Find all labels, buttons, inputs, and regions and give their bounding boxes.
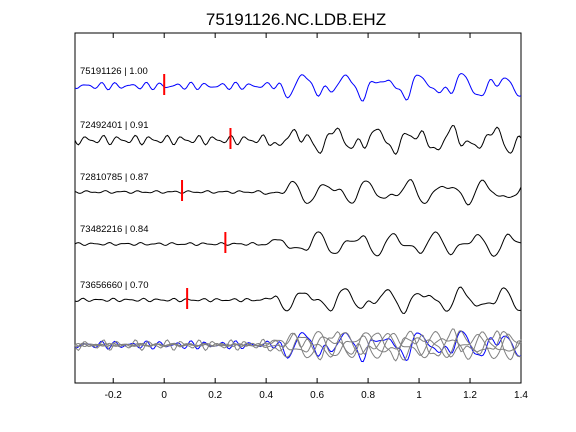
trace-waveform <box>74 286 522 315</box>
x-tick-label: 1.4 <box>514 390 528 401</box>
x-tick-label: 0 <box>161 390 167 401</box>
trace-group: 75191126 | 1.00 72492401 | 0.91 72810785 |… <box>74 66 522 315</box>
overlay-stack <box>74 328 522 363</box>
trace-waveform <box>74 179 522 206</box>
x-tick-label: 1.2 <box>463 390 477 401</box>
overlay-waveform <box>74 330 522 361</box>
trace-label: 73656660 | 0.70 <box>80 280 149 291</box>
trace-waveform <box>74 124 522 156</box>
trace-waveform <box>74 231 522 257</box>
x-tick-label: 0.4 <box>259 390 273 401</box>
overlay-waveform <box>74 330 522 363</box>
trace-label: 75191126 | 1.00 <box>80 66 148 77</box>
overlay-waveform <box>74 330 522 360</box>
chart-title: 75191126.NC.LDB.EHZ <box>206 10 386 29</box>
trace-label: 72810785 | 0.87 <box>80 172 149 183</box>
x-axis: -0.2 0 0.2 0.4 0.6 0.8 1 1.2 1.4 <box>105 33 528 401</box>
plot-frame <box>74 32 522 384</box>
trace-label: 73482216 | 0.84 <box>80 224 149 235</box>
x-tick-label: 0.8 <box>361 390 375 401</box>
x-tick-label: 0.2 <box>208 390 222 401</box>
trace-label: 72492401 | 0.91 <box>80 120 149 131</box>
x-tick-label: 1 <box>416 390 422 401</box>
x-tick-label: -0.2 <box>105 390 123 401</box>
x-tick-label: 0.6 <box>310 390 324 401</box>
trace-waveform <box>74 72 522 102</box>
